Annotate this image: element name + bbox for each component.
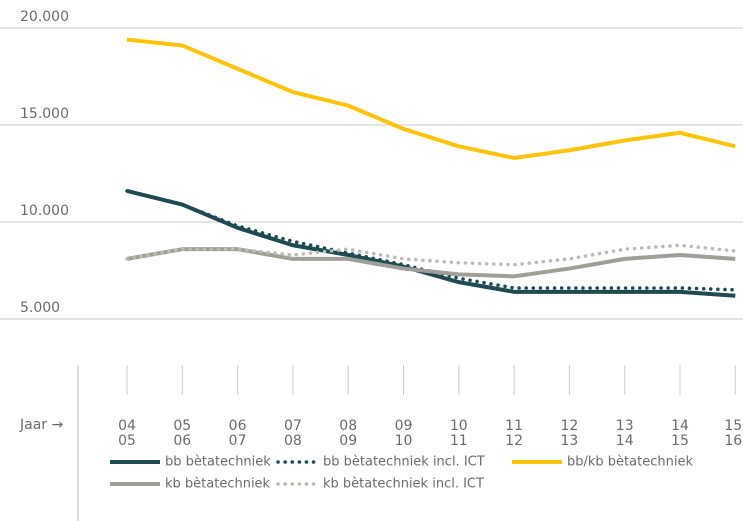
x-tick-label: 11 — [505, 418, 523, 434]
x-tick-label: 07 — [284, 418, 302, 434]
x-tick-label: 04 — [118, 418, 136, 434]
x-tick-label: 11 — [450, 433, 468, 449]
x-tick-label: 08 — [339, 418, 357, 434]
x-tick-label: 15 — [724, 418, 742, 434]
x-tick-label: 13 — [560, 433, 578, 449]
x-tick-label: 05 — [118, 433, 136, 449]
y-tick-label: 5.000 — [20, 300, 60, 316]
x-tick-label: 12 — [560, 418, 578, 434]
x-tick-label: 10 — [395, 433, 413, 449]
x-tick-label: 15 — [671, 433, 689, 449]
y-tick-label: 10.000 — [20, 203, 69, 219]
x-tick-label: 07 — [229, 433, 247, 449]
legend-label: bb/kb bètatechniek — [567, 455, 693, 470]
x-tick-label: 12 — [505, 433, 523, 449]
x-tick-label: 14 — [671, 418, 689, 434]
x-tick-label: 06 — [173, 433, 191, 449]
legend-label: kb bètatechniek — [165, 477, 271, 492]
x-tick-label: 13 — [616, 418, 634, 434]
legend-label: bb bètatechniek incl. ICT — [323, 455, 485, 470]
x-tick-label: 09 — [339, 433, 357, 449]
x-tick-label: 06 — [229, 418, 247, 434]
x-tick-label: 09 — [395, 418, 413, 434]
series-line — [126, 37, 736, 160]
y-tick-label: 20.000 — [20, 9, 69, 25]
x-tick-label: 14 — [616, 433, 634, 449]
x-tick-label: 08 — [284, 433, 302, 449]
series-line — [125, 189, 738, 292]
x-axis-label: Jaar → — [19, 417, 63, 433]
x-tick-label: 05 — [173, 418, 191, 434]
legend-label: bb bètatechniek — [165, 455, 271, 470]
y-tick-label: 15.000 — [20, 106, 69, 122]
legend-label: kb bètatechniek incl. ICT — [323, 477, 484, 492]
x-tick-label: 10 — [450, 418, 468, 434]
x-tick-label: 16 — [724, 433, 742, 449]
series-line — [126, 247, 736, 279]
series-line — [126, 189, 736, 298]
series-line — [125, 243, 738, 267]
